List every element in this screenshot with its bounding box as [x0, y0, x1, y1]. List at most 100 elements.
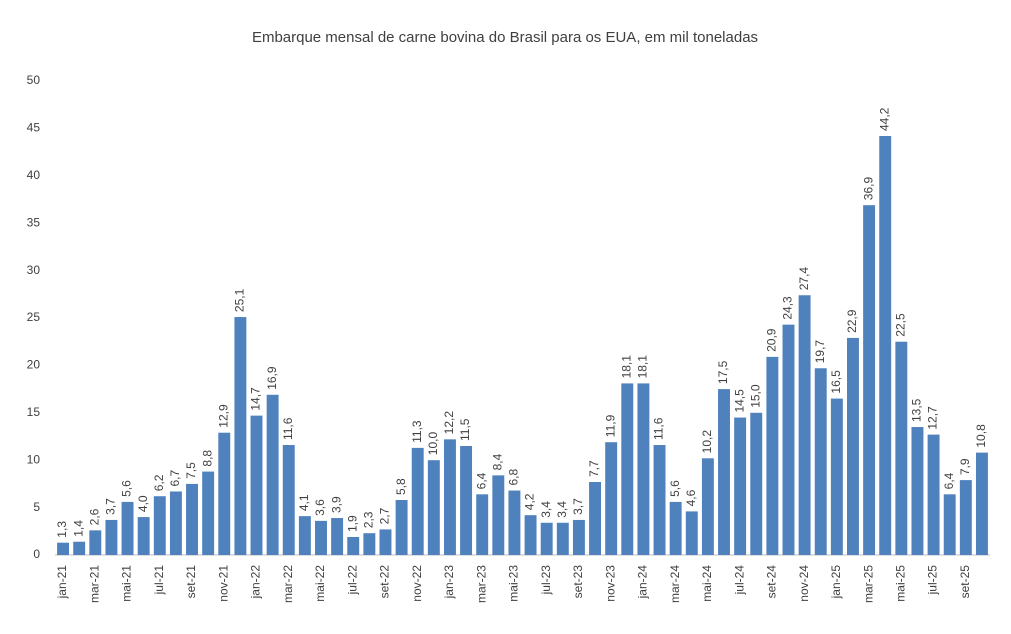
bar	[814, 368, 827, 555]
x-tick-label: mar-21	[87, 565, 101, 603]
y-tick-label: 20	[27, 358, 41, 372]
data-label: 10,0	[426, 432, 440, 456]
bar	[476, 494, 489, 555]
bar	[508, 490, 521, 555]
bar	[798, 295, 811, 555]
data-label: 6,7	[168, 469, 182, 486]
bar	[218, 432, 231, 555]
bar	[315, 520, 327, 555]
data-label: 20,9	[765, 328, 779, 352]
data-label: 12,9	[216, 404, 230, 428]
data-label: 10,2	[700, 430, 714, 454]
data-label: 8,4	[490, 453, 504, 470]
bar	[959, 480, 972, 555]
data-label: 6,4	[942, 472, 956, 489]
bar	[186, 483, 198, 555]
y-tick-label: 40	[27, 168, 41, 182]
data-label: 1,3	[55, 521, 69, 538]
y-tick-label: 10	[27, 452, 41, 466]
data-label: 5,6	[668, 480, 682, 497]
bar	[621, 383, 634, 555]
bar	[669, 501, 682, 555]
data-label: 4,0	[136, 495, 150, 512]
x-tick-label: mar-23	[474, 565, 488, 603]
bar	[701, 458, 714, 555]
bar	[443, 439, 456, 555]
x-tick-label: jan-24	[636, 565, 650, 600]
data-label: 5,8	[394, 478, 408, 495]
bar	[750, 412, 763, 555]
x-tick-label: set-25	[958, 565, 972, 599]
data-label: 7,9	[958, 458, 972, 475]
bar	[331, 518, 344, 555]
data-label: 15,0	[748, 384, 762, 408]
data-label: 3,9	[329, 496, 343, 513]
bar	[943, 494, 956, 555]
bar	[411, 447, 424, 555]
x-tick-label: mai-21	[120, 565, 134, 602]
x-tick-label: jan-22	[249, 565, 263, 600]
x-tick-label: set-23	[571, 565, 585, 599]
data-label: 3,7	[104, 498, 118, 515]
bar	[911, 427, 924, 555]
bar	[879, 135, 892, 555]
bar	[427, 460, 440, 555]
data-label: 10,8	[974, 424, 988, 448]
bar	[153, 496, 166, 555]
data-label: 13,5	[910, 398, 924, 422]
bar	[105, 519, 118, 555]
data-label: 25,1	[233, 288, 247, 312]
x-tick-label: mar-22	[281, 565, 295, 603]
x-tick-label: nov-24	[797, 565, 811, 602]
data-label: 3,6	[313, 499, 327, 516]
data-label: 6,2	[152, 474, 166, 491]
data-label: 3,4	[539, 501, 553, 518]
data-label: 1,4	[71, 520, 85, 537]
chart-title: Embarque mensal de carne bovina do Brasi…	[252, 29, 758, 46]
data-label: 27,4	[797, 267, 811, 291]
x-tick-label: mai-22	[313, 565, 327, 602]
bar	[540, 522, 553, 555]
bar	[975, 452, 988, 555]
y-tick-label: 5	[33, 500, 40, 514]
x-tick-label: nov-23	[603, 565, 617, 602]
x-tick-label: mai-24	[700, 565, 714, 602]
y-tick-label: 30	[27, 263, 41, 277]
data-label: 14,7	[249, 387, 263, 411]
y-tick-label: 0	[33, 547, 40, 561]
bar	[250, 415, 263, 555]
data-label: 11,5	[458, 418, 472, 441]
data-label: 44,2	[877, 107, 891, 131]
bar	[718, 389, 730, 555]
bar	[169, 491, 182, 555]
bar	[927, 434, 940, 555]
bar	[460, 445, 473, 555]
x-tick-label: mar-24	[668, 565, 682, 603]
data-label: 12,2	[442, 411, 456, 435]
bar	[847, 337, 859, 555]
bar	[589, 482, 602, 555]
data-label: 22,5	[894, 313, 908, 337]
data-label: 4,2	[523, 493, 537, 510]
bar	[266, 394, 279, 555]
bar	[637, 383, 650, 555]
x-tick-label: mai-25	[894, 565, 908, 602]
bar	[89, 530, 102, 555]
x-tick-label: set-24	[765, 565, 779, 599]
data-label: 17,5	[716, 360, 730, 384]
y-tick-label: 35	[27, 215, 41, 229]
data-label: 24,3	[781, 296, 795, 320]
x-tick-label: jul-25	[926, 565, 940, 596]
data-label: 6,4	[474, 472, 488, 489]
data-label: 2,7	[378, 507, 392, 524]
data-label: 3,4	[555, 501, 569, 518]
data-label: 7,7	[587, 460, 601, 477]
x-tick-label: jul-22	[345, 565, 359, 596]
data-label: 18,1	[636, 355, 650, 379]
data-label: 16,5	[829, 370, 843, 394]
x-tick-label: jan-23	[442, 565, 456, 600]
data-label: 1,9	[345, 515, 359, 532]
bar	[782, 324, 795, 555]
bar	[685, 511, 698, 555]
